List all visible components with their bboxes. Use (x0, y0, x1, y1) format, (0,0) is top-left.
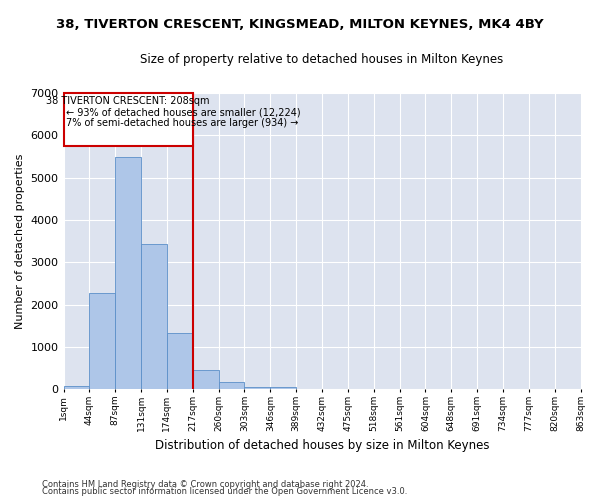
Bar (64, 386, 89, 389)
X-axis label: Distribution of detached houses by size in Milton Keynes: Distribution of detached houses by size … (155, 440, 489, 452)
Bar (141, 244, 167, 389)
Bar (167, 333, 193, 389)
Bar (244, 386, 271, 389)
Bar (115, 158, 141, 389)
Text: Contains HM Land Registry data © Crown copyright and database right 2024.: Contains HM Land Registry data © Crown c… (42, 480, 368, 489)
Text: 7% of semi-detached houses are larger (934) →: 7% of semi-detached houses are larger (9… (66, 118, 299, 128)
Text: Contains public sector information licensed under the Open Government Licence v3: Contains public sector information licen… (42, 487, 407, 496)
Bar (89, 293, 115, 389)
Bar (218, 382, 244, 389)
Text: 38 TIVERTON CRESCENT: 208sqm: 38 TIVERTON CRESCENT: 208sqm (46, 96, 210, 106)
Text: 38, TIVERTON CRESCENT, KINGSMEAD, MILTON KEYNES, MK4 4BY: 38, TIVERTON CRESCENT, KINGSMEAD, MILTON… (56, 18, 544, 30)
Title: Size of property relative to detached houses in Milton Keynes: Size of property relative to detached ho… (140, 52, 503, 66)
Bar (193, 370, 218, 389)
Y-axis label: Number of detached properties: Number of detached properties (15, 154, 25, 329)
FancyBboxPatch shape (64, 93, 193, 146)
Bar (271, 386, 296, 389)
Text: ← 93% of detached houses are smaller (12,224): ← 93% of detached houses are smaller (12… (66, 108, 301, 118)
